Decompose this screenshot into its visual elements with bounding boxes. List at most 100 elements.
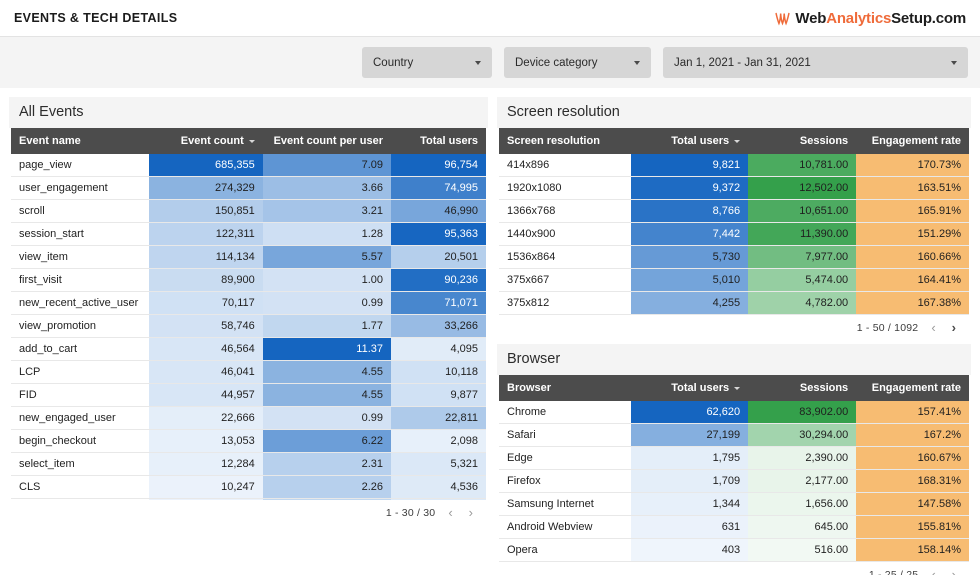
table-row[interactable]: new_engaged_user 22,666 0.99 22,811 xyxy=(11,406,486,430)
table-cell-value: 167.38% xyxy=(856,291,969,315)
panel-screen-resolution-title: Screen resolution xyxy=(497,97,971,128)
col-header-sessions[interactable]: Sessions xyxy=(748,375,857,401)
table-cell-value: 9,372 xyxy=(630,176,749,200)
table-cell-value: 3.21 xyxy=(262,199,391,223)
table-row[interactable]: FID 44,957 4.55 9,877 xyxy=(11,383,486,407)
filter-country[interactable]: Country xyxy=(362,47,492,78)
table-cell-value: 151.29% xyxy=(856,222,969,246)
table-row[interactable]: Opera 403 516.00 158.14% xyxy=(499,538,969,562)
table-row[interactable]: 1440x900 7,442 11,390.00 151.29% xyxy=(499,222,969,246)
panel-all-events: All Events Event name Event count Event … xyxy=(9,97,488,523)
col-header-engagement-rate[interactable]: Engagement rate xyxy=(856,128,969,154)
col-header-total-users[interactable]: Total users xyxy=(630,375,749,401)
col-header-event-count[interactable]: Event count xyxy=(148,128,263,154)
table-cell-value: 96,754 xyxy=(391,154,486,177)
right-column: Screen resolution Screen resolution Tota… xyxy=(497,88,980,575)
col-header-engagement-rate[interactable]: Engagement rate xyxy=(856,375,969,401)
table-row[interactable]: view_item 114,134 5.57 20,501 xyxy=(11,245,486,269)
screen-resolution-prev-page-button[interactable]: ‹ xyxy=(931,320,936,335)
table-cell-dimension: select_item xyxy=(11,452,149,476)
browser-next-page-button[interactable]: › xyxy=(951,567,956,575)
table-cell-value: 114,134 xyxy=(148,245,263,269)
table-cell-dimension: 414x896 xyxy=(499,154,631,177)
table-row[interactable]: session_start 122,311 1.28 95,363 xyxy=(11,222,486,246)
table-row[interactable]: page_view 685,355 7.09 96,754 xyxy=(11,154,486,177)
table-row[interactable]: 375x667 5,010 5,474.00 164.41% xyxy=(499,268,969,292)
table-cell-value: 7.09 xyxy=(262,154,391,177)
table-row[interactable]: select_item 12,284 2.31 5,321 xyxy=(11,452,486,476)
table-cell-value: 12,502.00 xyxy=(748,176,857,200)
logo-part-web: Web xyxy=(795,9,827,27)
table-cell-value: 58,746 xyxy=(148,314,263,338)
table-row[interactable]: add_to_cart 46,564 11.37 4,095 xyxy=(11,337,486,361)
table-cell-dimension: user_engagement xyxy=(11,176,149,200)
table-cell-value: 160.67% xyxy=(856,446,969,470)
table-row[interactable]: Chrome 62,620 83,902.00 157.41% xyxy=(499,401,969,424)
table-row[interactable]: Android Webview 631 645.00 155.81% xyxy=(499,515,969,539)
table-cell-value: 20,501 xyxy=(391,245,486,269)
table-row[interactable]: LCP 46,041 4.55 10,118 xyxy=(11,360,486,384)
table-row[interactable]: user_engagement 274,329 3.66 74,995 xyxy=(11,176,486,200)
filter-country-label: Country xyxy=(373,56,414,69)
all-events-rows: page_view 685,355 7.09 96,754 user_engagemen… xyxy=(11,154,486,500)
table-cell-value: 22,666 xyxy=(148,406,263,430)
table-cell-dimension: session_start xyxy=(11,222,149,246)
all-events-prev-page-button[interactable]: ‹ xyxy=(448,505,453,520)
table-row[interactable]: begin_checkout 13,053 6.22 2,098 xyxy=(11,429,486,453)
sort-descending-icon xyxy=(734,139,741,143)
table-cell-value: 2.26 xyxy=(262,475,391,499)
table-row[interactable]: 375x812 4,255 4,782.00 167.38% xyxy=(499,291,969,315)
filter-device-label: Device category xyxy=(515,56,598,69)
table-cell-value: 13,053 xyxy=(148,429,263,453)
table-cell-value: 1.77 xyxy=(262,314,391,338)
col-header-total-users[interactable]: Total users xyxy=(630,128,749,154)
table-cell-value: 685,355 xyxy=(148,154,263,177)
table-cell-value: 163.51% xyxy=(856,176,969,200)
table-cell-value: 90,236 xyxy=(391,268,486,292)
screen-resolution-next-page-button[interactable]: › xyxy=(951,320,956,335)
panel-browser-body: Browser Total users Sessions Engagement … xyxy=(497,375,971,562)
table-cell-value: 4.55 xyxy=(262,383,391,407)
all-events-next-page-button[interactable]: › xyxy=(468,505,473,520)
panel-screen-resolution-body: Screen resolution Total users Sessions E… xyxy=(497,128,971,315)
table-cell-value: 7,977.00 xyxy=(748,245,857,269)
filter-bar: Country Device category Jan 1, 2021 - Ja… xyxy=(0,37,980,88)
table-row[interactable]: view_promotion 58,746 1.77 33,266 xyxy=(11,314,486,338)
logo-mark-icon xyxy=(775,12,791,25)
table-row[interactable]: view_search_results8,7091.824,785 xyxy=(11,498,486,500)
table-row[interactable]: 1536x864 5,730 7,977.00 160.66% xyxy=(499,245,969,269)
table-cell-value: 1,795 xyxy=(630,446,749,470)
table-cell-dimension: Firefox xyxy=(499,469,631,493)
table-row[interactable]: Firefox 1,709 2,177.00 168.31% xyxy=(499,469,969,493)
table-cell-value: 46,990 xyxy=(391,199,486,223)
table-row[interactable]: Safari 27,199 30,294.00 167.2% xyxy=(499,423,969,447)
table-row[interactable]: Edge 1,795 2,390.00 160.67% xyxy=(499,446,969,470)
table-row[interactable]: new_recent_active_user 70,117 0.99 71,071 xyxy=(11,291,486,315)
col-header-event-count-per-user[interactable]: Event count per user xyxy=(262,128,391,154)
browser-prev-page-button[interactable]: ‹ xyxy=(931,567,936,575)
table-row[interactable]: 1920x1080 9,372 12,502.00 163.51% xyxy=(499,176,969,200)
col-header-event-name[interactable]: Event name xyxy=(11,128,149,154)
table-row[interactable]: 414x896 9,821 10,781.00 170.73% xyxy=(499,154,969,177)
table-row[interactable]: 1366x768 8,766 10,651.00 165.91% xyxy=(499,199,969,223)
table-cell-value: 10,118 xyxy=(391,360,486,384)
page-title: EVENTS & TECH DETAILS xyxy=(14,11,178,25)
filter-date-range[interactable]: Jan 1, 2021 - Jan 31, 2021 xyxy=(663,47,968,78)
table-cell-dimension: 1366x768 xyxy=(499,199,631,223)
table-cell-value: 165.91% xyxy=(856,199,969,223)
table-row[interactable]: first_visit 89,900 1.00 90,236 xyxy=(11,268,486,292)
table-cell-dimension: 375x667 xyxy=(499,268,631,292)
col-header-sessions[interactable]: Sessions xyxy=(748,128,857,154)
chevron-down-icon xyxy=(951,60,957,65)
table-cell-value: 8,766 xyxy=(630,199,749,223)
table-cell-value: 22,811 xyxy=(391,406,486,430)
filter-device-category[interactable]: Device category xyxy=(504,47,651,78)
table-cell-dimension: 1440x900 xyxy=(499,222,631,246)
table-cell-dimension: 1536x864 xyxy=(499,245,631,269)
col-header-screen-resolution[interactable]: Screen resolution xyxy=(499,128,631,154)
col-header-total-users[interactable]: Total users xyxy=(391,128,486,154)
table-row[interactable]: CLS 10,247 2.26 4,536 xyxy=(11,475,486,499)
table-row[interactable]: scroll 150,851 3.21 46,990 xyxy=(11,199,486,223)
col-header-browser[interactable]: Browser xyxy=(499,375,631,401)
table-row[interactable]: Samsung Internet 1,344 1,656.00 147.58% xyxy=(499,492,969,516)
